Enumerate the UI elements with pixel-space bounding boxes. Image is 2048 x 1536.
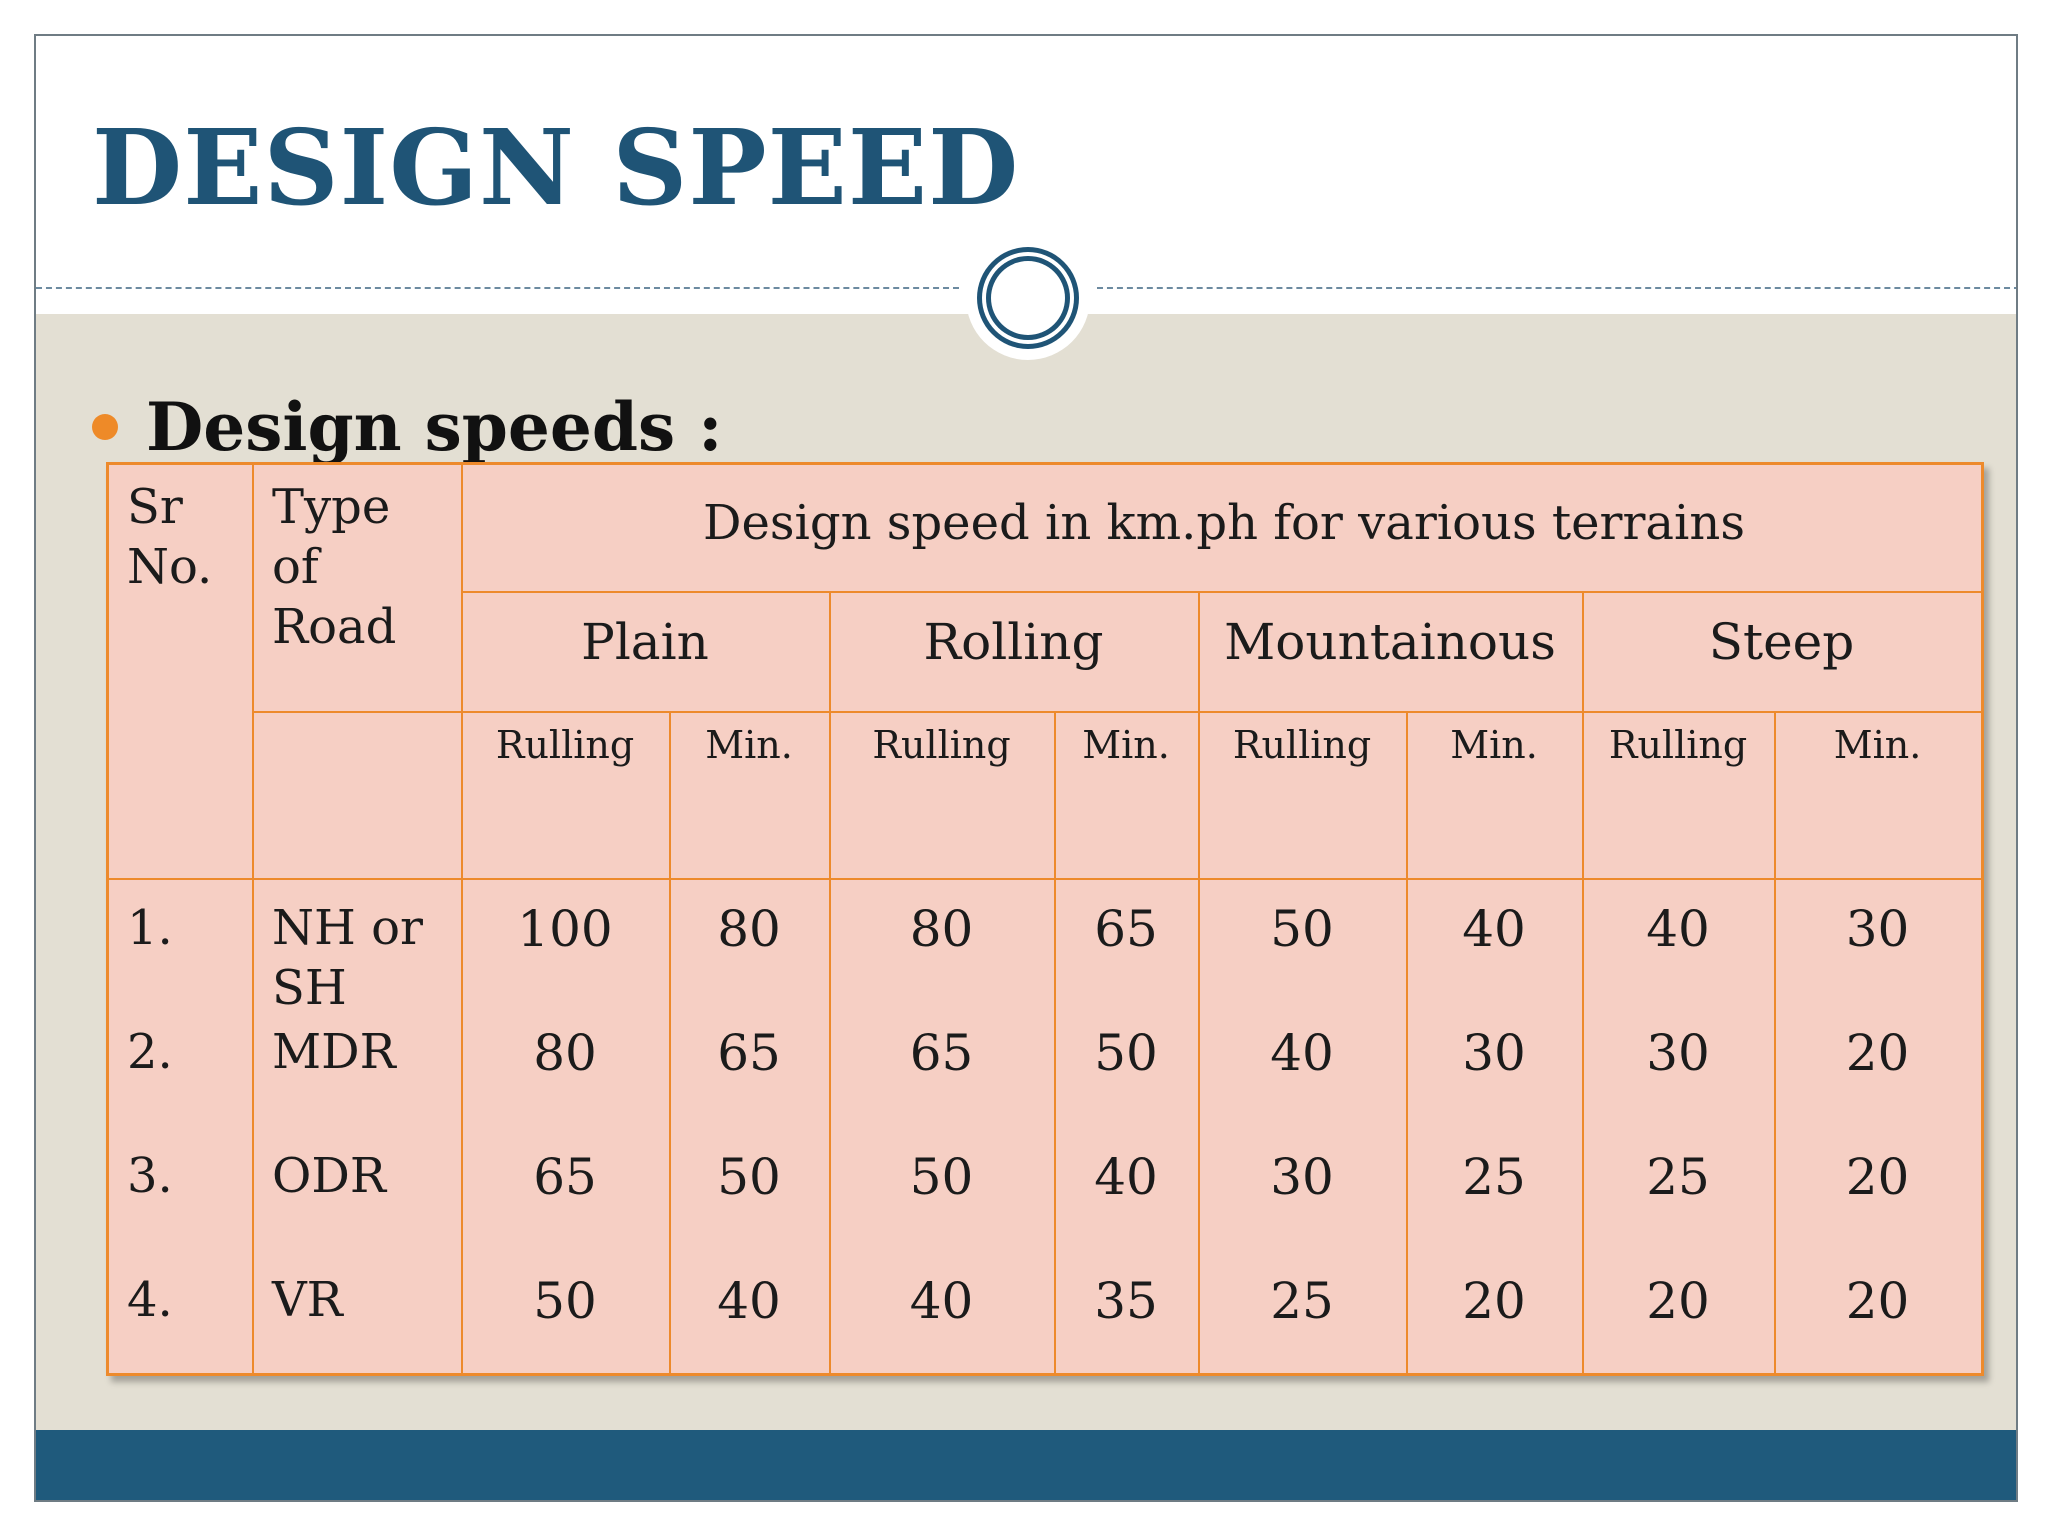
table-vline: [1774, 711, 1776, 1373]
terrain-header: Rolling: [923, 613, 1104, 671]
table-vline: [461, 465, 463, 1373]
row-sr: 2.: [127, 1024, 173, 1080]
table-cell: 80: [909, 900, 974, 958]
table-cell: 20: [1845, 1148, 1910, 1206]
table-hline: [109, 878, 1981, 880]
row-road-line: VR: [272, 1272, 343, 1328]
sub-header: Rulling: [1232, 723, 1372, 767]
sub-header: Min.: [1450, 723, 1538, 767]
table-cell: 30: [1462, 1024, 1526, 1082]
row-road-line: SH: [272, 960, 347, 1016]
row-road: ODR: [272, 1146, 386, 1206]
table-cell: 65: [909, 1024, 974, 1082]
type-header-line: Road: [272, 599, 397, 655]
table-hline: [252, 711, 1981, 713]
table-cell: 80: [717, 900, 781, 958]
table-cell: 65: [1094, 900, 1158, 958]
slide-title: DESIGN SPEED: [92, 106, 1020, 229]
sub-header: Min.: [705, 723, 793, 767]
table-cell: 20: [1845, 1024, 1910, 1082]
sr-header: Sr No.: [127, 477, 212, 597]
table-cell: 30: [1845, 900, 1910, 958]
sub-header: Min.: [1082, 723, 1170, 767]
row-road-line: MDR: [272, 1024, 396, 1080]
table-cell: 40: [1462, 900, 1526, 958]
row-road: MDR: [272, 1022, 396, 1082]
terrain-header: Plain: [581, 613, 709, 671]
row-sr: 1.: [127, 900, 173, 956]
sub-header: Min.: [1833, 723, 1922, 767]
slide: DESIGN SPEED Design speeds : Sr No. Type…: [34, 34, 2018, 1502]
table-cell: 30: [1646, 1024, 1710, 1082]
sr-header-line: Sr: [127, 479, 183, 535]
sub-header: Rulling: [495, 723, 635, 767]
header-divider-right: [1097, 287, 2016, 289]
table-cell: 40: [1270, 1024, 1334, 1082]
row-road-line: ODR: [272, 1148, 386, 1204]
table-cell: 20: [1646, 1272, 1710, 1330]
table-vline: [829, 591, 831, 1373]
table-vline: [1582, 591, 1584, 1373]
type-header-line: Type: [272, 479, 391, 535]
table-cell: 50: [1094, 1024, 1158, 1082]
table-vline: [1198, 591, 1200, 1373]
table-vline: [1054, 711, 1056, 1373]
table-cell: 40: [909, 1272, 974, 1330]
terrain-header: Mountainous: [1224, 613, 1556, 671]
table-hline: [461, 591, 1981, 593]
table-cell: 20: [1462, 1272, 1526, 1330]
table-cell: 65: [717, 1024, 781, 1082]
table-cell: 25: [1270, 1272, 1334, 1330]
table-cell: 100: [517, 900, 613, 958]
table-cell: 30: [1270, 1148, 1334, 1206]
terrain-header: Steep: [1708, 613, 1855, 671]
table-cell: 40: [1094, 1148, 1158, 1206]
table-vline: [252, 465, 254, 1373]
sub-header: Rulling: [1608, 723, 1748, 767]
bullet-item: Design speeds :: [92, 388, 723, 466]
row-sr: 3.: [127, 1148, 173, 1204]
table-cell: 50: [1270, 900, 1334, 958]
type-header: Type of Road: [272, 477, 396, 657]
type-header-line: of: [272, 539, 319, 595]
table-vline: [1406, 711, 1408, 1373]
table-cell: 65: [533, 1148, 597, 1206]
table-grid: Sr No. Type of Road Design speed in km.p…: [106, 462, 1984, 1376]
row-road: VR: [272, 1270, 343, 1330]
header-divider-left: [36, 287, 959, 289]
footer-band: [36, 1430, 2016, 1500]
sub-header: Rulling: [872, 723, 1011, 767]
table-vline: [669, 711, 671, 1373]
span-header: Design speed in km.ph for various terrai…: [703, 495, 1745, 551]
circle-ornament-icon: [966, 236, 1090, 360]
table-cell: 25: [1646, 1148, 1710, 1206]
sr-header-line: No.: [127, 539, 213, 595]
table-cell: 80: [533, 1024, 597, 1082]
table-cell: 40: [717, 1272, 781, 1330]
row-road: NH or SH: [272, 898, 423, 1018]
table-cell: 35: [1094, 1272, 1158, 1330]
design-speed-table: Sr No. Type of Road Design speed in km.p…: [106, 462, 1984, 1376]
table-cell: 40: [1646, 900, 1710, 958]
row-road-line: NH or: [272, 900, 423, 956]
table-cell: 50: [533, 1272, 597, 1330]
table-cell: 25: [1462, 1148, 1526, 1206]
row-sr: 4.: [127, 1272, 173, 1328]
table-cell: 20: [1845, 1272, 1910, 1330]
bullet-text: Design speeds :: [146, 388, 723, 466]
bullet-dot-icon: [92, 414, 118, 440]
table-cell: 50: [717, 1148, 781, 1206]
table-cell: 50: [909, 1148, 974, 1206]
